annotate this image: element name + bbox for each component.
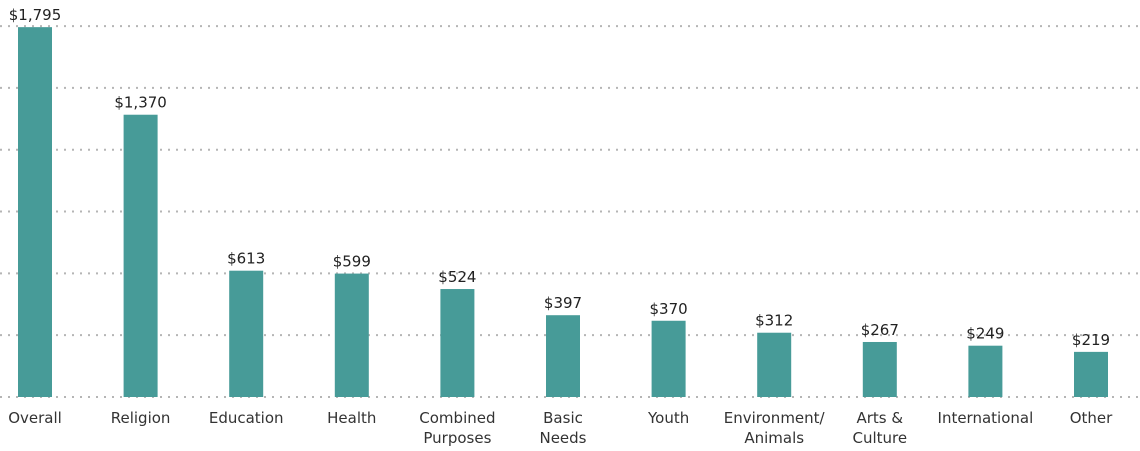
value-label: $1,795: [9, 6, 62, 24]
value-label: $1,370: [114, 94, 167, 112]
bar: [1074, 351, 1108, 397]
value-label: $249: [966, 325, 1004, 343]
bar: [862, 341, 897, 397]
x-tick-label: Environment/Animals: [724, 409, 826, 447]
value-label: $613: [227, 250, 265, 268]
value-label: $370: [650, 300, 688, 318]
x-tick-label: Basic Needs: [539, 409, 586, 447]
x-tick-label: Combined Purposes: [419, 409, 495, 447]
bar: [334, 273, 369, 397]
x-tick-label: Youth: [647, 409, 689, 427]
value-label: $599: [333, 253, 371, 271]
x-tick-label: Health: [327, 409, 376, 427]
bar: [440, 289, 475, 397]
value-label: $219: [1072, 331, 1110, 349]
x-tick-label: Education: [209, 409, 284, 427]
value-label: $524: [438, 268, 476, 286]
bar: [651, 320, 686, 397]
x-tick-label: Religion: [111, 409, 171, 427]
value-label: $397: [544, 294, 582, 312]
x-tick-label: Overall: [8, 409, 62, 427]
bar: [229, 270, 264, 397]
bar: [968, 345, 1003, 397]
x-tick-label: Arts & Culture: [852, 409, 907, 447]
bar: [546, 315, 580, 397]
x-tick-label: Other: [1070, 409, 1113, 427]
bar: [757, 332, 792, 397]
value-label: $312: [755, 312, 793, 330]
bar: [123, 114, 158, 397]
bar: [18, 27, 52, 398]
x-tick-label: International: [938, 409, 1034, 427]
value-label: $267: [861, 321, 899, 339]
